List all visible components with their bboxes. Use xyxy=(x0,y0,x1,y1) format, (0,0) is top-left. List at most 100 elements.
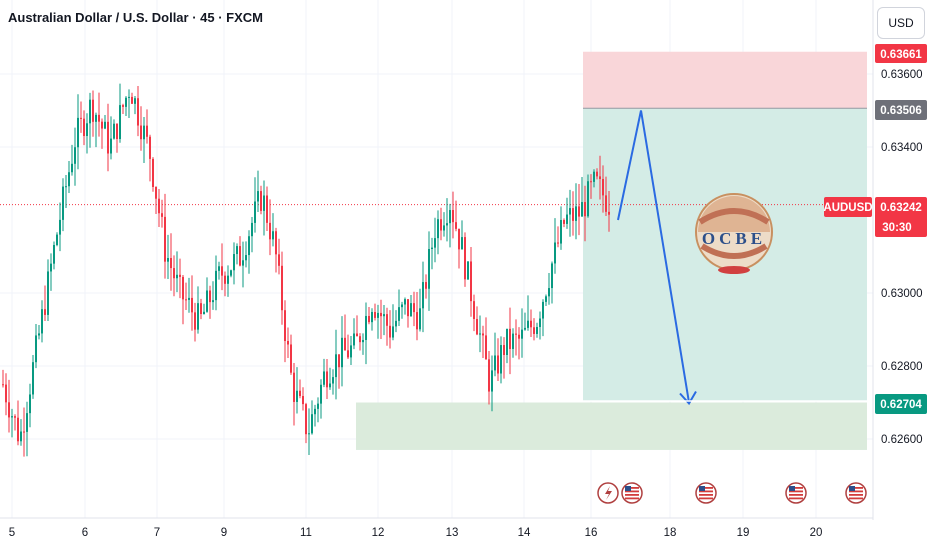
candle-body xyxy=(554,242,556,264)
candle-body xyxy=(71,163,73,173)
candle-body xyxy=(605,195,607,212)
svg-text:AUDUSD: AUDUSD xyxy=(823,202,872,214)
candle-body xyxy=(431,247,433,250)
svg-text:0.63242: 0.63242 xyxy=(880,202,922,214)
candle-body xyxy=(200,303,202,315)
arrowhead xyxy=(679,390,697,406)
candle-body xyxy=(137,98,139,126)
candlestick-series xyxy=(2,83,610,457)
candle-body xyxy=(503,345,505,356)
candle-body xyxy=(584,202,586,217)
candle-body xyxy=(65,186,67,188)
candle-body xyxy=(107,121,109,154)
candle-body xyxy=(395,320,397,327)
candle-body xyxy=(422,282,424,309)
candle-body xyxy=(317,403,319,409)
time-tick-label: 7 xyxy=(154,527,160,539)
svg-text:0.63506: 0.63506 xyxy=(880,105,922,117)
candle-body xyxy=(176,274,178,279)
candle-body xyxy=(203,311,205,315)
economic-events[interactable] xyxy=(597,482,867,504)
projection-arrow[interactable] xyxy=(617,110,697,406)
candle-body xyxy=(8,402,10,418)
candle-body xyxy=(563,220,565,224)
candle-body xyxy=(41,309,43,334)
candle-body xyxy=(389,325,391,338)
candle-body xyxy=(140,125,142,140)
lightning-event-icon[interactable] xyxy=(597,482,619,504)
candle-body xyxy=(521,329,523,339)
candle-body xyxy=(227,275,229,284)
candle-body xyxy=(359,336,361,343)
candle-body xyxy=(110,138,112,154)
symbol-tag: AUDUSD xyxy=(823,197,873,217)
candle-body xyxy=(191,297,193,313)
price-tick-label: 0.63600 xyxy=(881,69,923,81)
currency-selector[interactable]: USD xyxy=(877,7,925,39)
us-flag-event-icon[interactable] xyxy=(621,482,643,504)
time-tick-label: 16 xyxy=(585,527,598,539)
candle-body xyxy=(365,315,367,340)
candle-body xyxy=(593,171,595,182)
candle-body xyxy=(29,394,31,414)
candle-body xyxy=(74,147,76,164)
candle-body xyxy=(449,210,451,224)
candle-body xyxy=(371,311,373,323)
candle-body xyxy=(500,345,502,374)
candle-body xyxy=(383,314,385,317)
price-axis[interactable]: 0.63600 0.63400 0.63000 0.62800 0.62600 xyxy=(881,69,923,446)
candle-body xyxy=(38,333,40,336)
candle-body xyxy=(527,320,529,328)
candle-body xyxy=(23,431,25,433)
candle-body xyxy=(257,191,259,202)
time-axis[interactable]: 5 6 7 9 11 12 13 14 16 18 19 20 xyxy=(9,527,823,539)
candle-body xyxy=(344,337,346,351)
candle-body xyxy=(104,121,106,129)
time-tick-label: 19 xyxy=(737,527,750,539)
stop-loss-zone[interactable] xyxy=(583,51,867,109)
candle-body xyxy=(374,311,376,318)
candle-body xyxy=(152,158,154,187)
candle-body xyxy=(590,181,592,183)
candle-body xyxy=(197,303,199,330)
candle-body xyxy=(566,214,568,224)
candle-body xyxy=(404,299,406,305)
candle-body xyxy=(479,333,481,335)
candle-body xyxy=(578,206,580,217)
candle-body xyxy=(5,384,7,403)
candle-body xyxy=(413,303,415,313)
candle-body xyxy=(26,413,28,432)
time-tick-label: 6 xyxy=(82,527,88,539)
time-tick-label: 13 xyxy=(446,527,459,539)
candle-body xyxy=(542,301,544,319)
candle-body xyxy=(62,186,64,220)
candle-body xyxy=(233,254,235,271)
candle-body xyxy=(518,334,520,339)
stop-price-tag: 0.63661 xyxy=(875,44,927,63)
us-flag-event-icon[interactable] xyxy=(695,482,717,504)
candle-body xyxy=(545,296,547,302)
candle-body xyxy=(299,390,301,397)
price-tick-label: 0.63400 xyxy=(881,142,923,154)
candle-body xyxy=(89,99,91,124)
candle-body xyxy=(428,249,430,289)
candle-body xyxy=(572,208,574,221)
candle-body xyxy=(20,431,22,442)
candle-body xyxy=(335,354,337,378)
candle-body xyxy=(143,125,145,140)
candle-body xyxy=(77,117,79,148)
ocbe-logo: OCBE xyxy=(695,193,773,274)
candle-body xyxy=(356,333,358,337)
candle-body xyxy=(170,257,172,269)
us-flag-event-icon[interactable] xyxy=(785,482,807,504)
candle-body xyxy=(215,270,217,301)
candle-body xyxy=(608,211,610,215)
us-flag-event-icon[interactable] xyxy=(845,482,867,504)
candle-body xyxy=(407,299,409,317)
candle-body xyxy=(305,404,307,435)
candle-body xyxy=(296,390,298,402)
candle-body xyxy=(269,222,271,240)
candle-body xyxy=(125,97,127,107)
support-zone[interactable] xyxy=(356,402,867,450)
